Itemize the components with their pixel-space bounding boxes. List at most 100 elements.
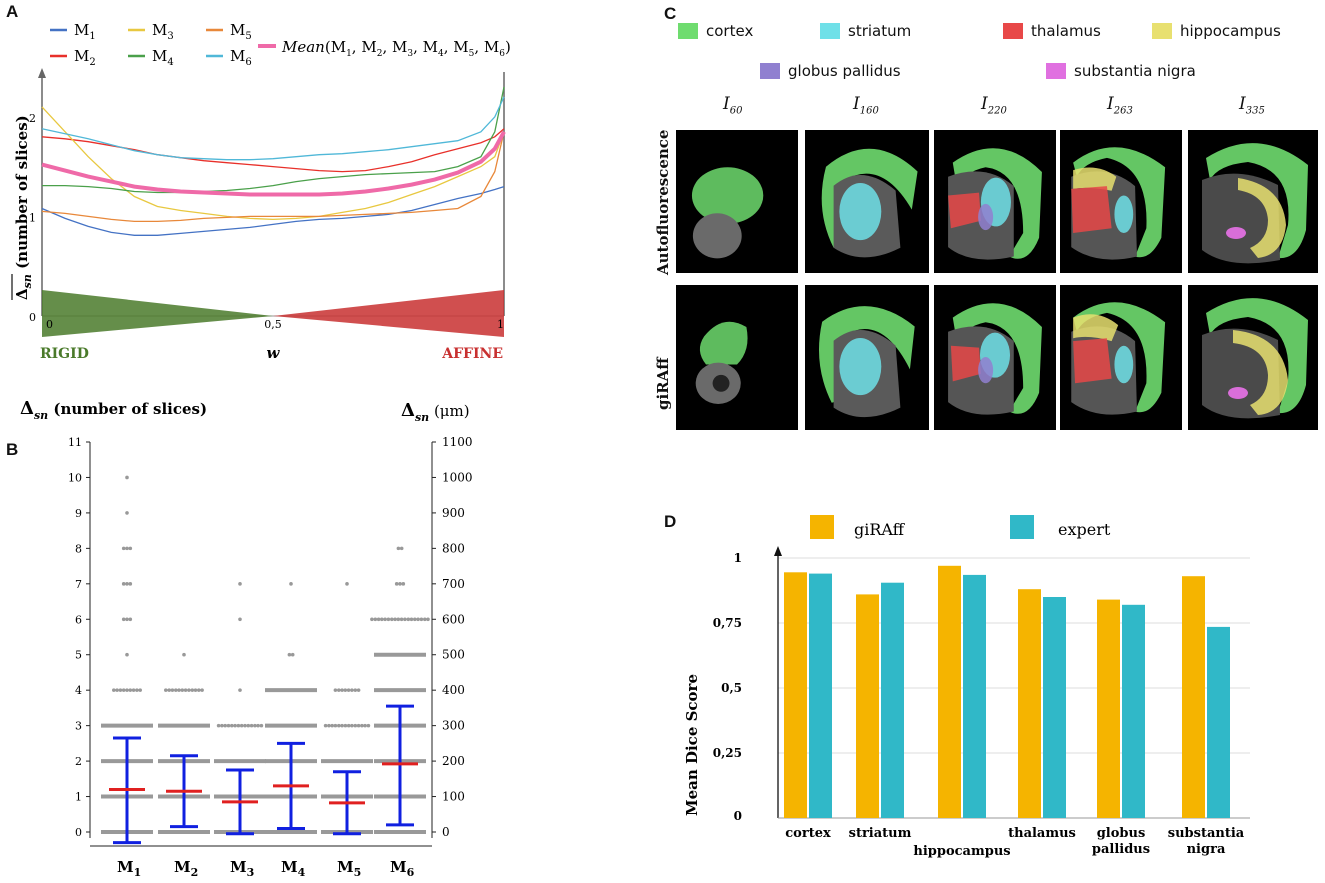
legend-c-hippocampus: hippocampus <box>1152 22 1281 40</box>
panel-letter-b: B <box>6 440 19 459</box>
tick-d-y-2: 0,5 <box>721 681 742 695</box>
category-label-M2: M2 <box>174 858 198 879</box>
tick-b-right-1000: 1000 <box>442 470 473 484</box>
outlier-dot-M6 <box>419 617 424 622</box>
tick-b-left-11: 11 <box>68 436 82 449</box>
tick-b-left-3: 3 <box>75 720 82 733</box>
outlier-dot-M5 <box>340 723 344 728</box>
outlier-dot-M1 <box>121 582 126 586</box>
legend-label-M6: M6 <box>230 47 252 68</box>
outlier-dot-M6 <box>406 617 411 622</box>
outlier-dot-M3 <box>259 723 264 728</box>
row-label-1: giRAff <box>654 357 672 410</box>
tick-b-right-800: 800 <box>442 541 465 555</box>
axis-b-left-title: Δsn (number of slices) <box>20 398 207 422</box>
brain-slice-autofluorescence-263 <box>1060 130 1182 273</box>
bar-giraff-4 <box>1097 599 1120 818</box>
outlier-dot-M1 <box>125 475 129 480</box>
outlier-dot-M5 <box>337 688 341 692</box>
outlier-dot-M3 <box>238 688 242 692</box>
outlier-dot-M4 <box>289 582 293 586</box>
outlier-dot-M1 <box>125 688 129 692</box>
affine-label: AFFINE <box>441 346 503 362</box>
bar-giraff-3 <box>1018 589 1041 818</box>
category-label-d-3-0: thalamus <box>1008 826 1076 841</box>
tick-b-left-4: 4 <box>75 684 82 697</box>
outlier-dot-M1 <box>125 582 129 586</box>
outlier-dot-M2 <box>167 688 171 692</box>
chart-a-line: M1 M2 M3 M4 M5 M6 Mean(M1, M2, M3, M4, M5, M6)… <box>11 21 511 362</box>
legend-swatch-striatum <box>820 23 840 39</box>
outlier-dot-M6 <box>376 617 381 622</box>
outlier-dot-M2 <box>170 688 175 692</box>
outlier-dot-M1 <box>121 688 126 692</box>
axis-a-ylabel-text: Δsn (number of slices) <box>13 115 34 300</box>
legend-swatch-giraff <box>810 515 834 539</box>
outlier-dot-M6 <box>383 617 387 622</box>
category-label-d-0-0: cortex <box>785 826 831 841</box>
outlier-dot-M1 <box>131 688 136 692</box>
brain-slice-autofluorescence-220 <box>934 130 1056 273</box>
series-line-mean <box>41 130 506 197</box>
tick-b-left-0: 0 <box>75 826 82 839</box>
category-label-M4: M4 <box>281 858 306 879</box>
outlier-dot-M1 <box>128 688 133 692</box>
outlier-dot-M4 <box>290 652 295 657</box>
brain-slice-giraff-263 <box>1060 285 1182 430</box>
series-line-M3 <box>41 106 505 221</box>
series-line-M1 <box>41 185 505 236</box>
outlier-dot-M6 <box>394 582 399 586</box>
outlier-dot-M6 <box>409 617 414 622</box>
axis-d-ylabel-text: Mean Dice Score <box>683 674 701 816</box>
legend-label-mean: Mean(M1, M2, M3, M4, M5, M6) <box>281 38 511 59</box>
brain-slice-giraff-60 <box>676 285 798 430</box>
outlier-dot-M3 <box>239 723 244 728</box>
legend-label-M2: M2 <box>74 47 96 68</box>
legend-c-substantia_nigra: substantia nigra <box>1046 62 1196 80</box>
legend-swatch-globus_pallidus <box>760 63 780 79</box>
tick-b-right-900: 900 <box>442 506 465 520</box>
outlier-dot-M3 <box>249 723 254 728</box>
outlier-dot-M5 <box>340 688 344 692</box>
outlier-dot-M5 <box>333 688 338 692</box>
outlier-dot-M5 <box>356 688 361 692</box>
category-label-M5: M5 <box>337 858 361 879</box>
tick-b-left-8: 8 <box>75 542 82 555</box>
brain-slice-autofluorescence-335 <box>1188 130 1318 273</box>
bar-expert-2 <box>963 574 986 818</box>
outlier-dot-M2 <box>182 652 186 657</box>
column-header-60: I60 <box>723 94 743 117</box>
tick-b-left-10: 10 <box>68 471 82 484</box>
outlier-dot-M1 <box>118 688 123 692</box>
outlier-dot-M3 <box>230 723 234 728</box>
legend-label-M5: M5 <box>230 21 252 42</box>
tick-b-left-5: 5 <box>75 649 82 662</box>
bar-giraff-0 <box>784 572 807 818</box>
tick-d-y-4: 1 <box>734 551 742 565</box>
legend-swatch-hippocampus <box>1152 23 1172 39</box>
series-line-M4 <box>42 86 505 194</box>
series-line-M6 <box>41 96 505 161</box>
tick-b-left-2: 2 <box>75 755 82 768</box>
category-label-d-4-0: globus <box>1097 826 1146 841</box>
bar-giraff-2 <box>938 565 961 818</box>
legend-label-hippocampus: hippocampus <box>1180 22 1281 40</box>
tick-b-right-700: 700 <box>442 577 465 591</box>
legend-label-thalamus: thalamus <box>1031 22 1101 40</box>
outlier-dot-M2 <box>200 688 204 692</box>
outlier-dot-M6 <box>413 617 417 622</box>
outlier-dot-M1 <box>125 652 129 657</box>
column-header-220: I220 <box>981 94 1007 117</box>
axis-a-ylabel: Δsn (number of slices) <box>11 115 34 300</box>
tick-b-left-7: 7 <box>75 578 82 591</box>
legend-c-cortex: cortex <box>678 22 753 40</box>
outlier-dot-M3 <box>236 723 241 728</box>
outlier-dot-M3 <box>246 723 251 728</box>
outlier-dot-M6 <box>416 617 420 622</box>
outlier-dot-M6 <box>373 617 378 622</box>
legend-swatch-cortex <box>678 23 698 39</box>
legend-label-M1: M1 <box>74 21 96 42</box>
series-line-M2 <box>41 128 505 173</box>
legend-label-cortex: cortex <box>706 22 754 40</box>
tick-a-x-1: 0,5 <box>264 318 282 331</box>
